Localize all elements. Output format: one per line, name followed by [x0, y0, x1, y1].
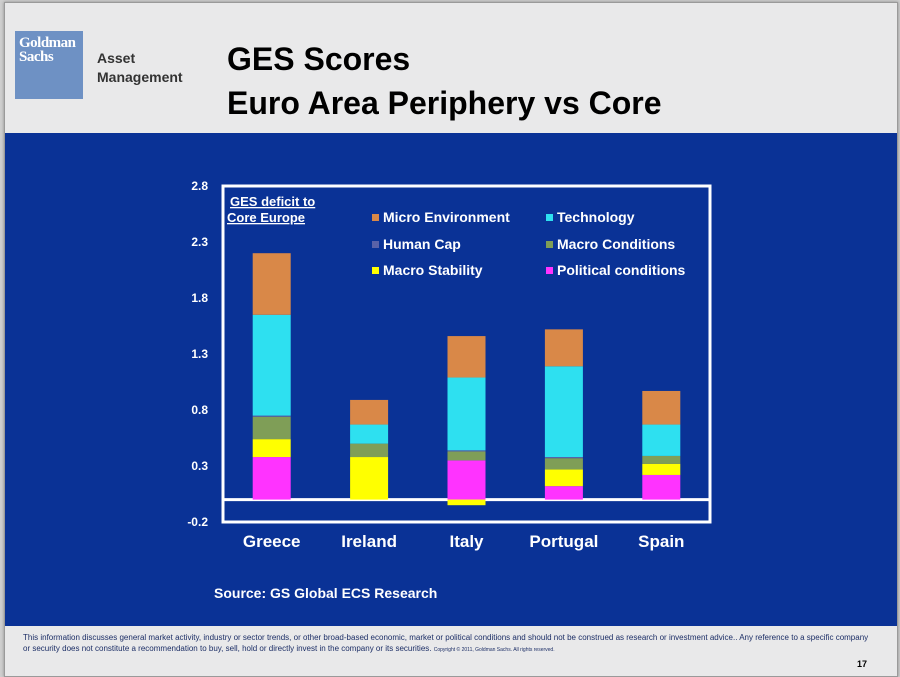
- bar-segment-greece-human-cap: [252, 415, 291, 417]
- goldman-sachs-logo: Goldman Sachs: [15, 31, 83, 99]
- bar-segment-spain-micro-environment: [642, 390, 681, 425]
- bar-segment-greece-micro-environment: [252, 253, 291, 315]
- bar-segment-italy-human-cap: [447, 450, 486, 452]
- bar-segment-italy-macro-conditions: [447, 451, 486, 461]
- bar-segment-greece-macro-conditions: [252, 416, 291, 440]
- stacked-bar-chart: 2.8 2.3 1.8 1.3 0.8 0.3 -0.2 Greece Ireland Italy…: [187, 179, 712, 551]
- legend-swatch: [546, 267, 553, 274]
- legend-swatch: [372, 267, 379, 274]
- bar-segment-italy-micro-environment: [447, 336, 486, 378]
- bar-segment-ireland-micro-environment: [350, 399, 389, 425]
- legend-label: Political conditions: [557, 262, 686, 278]
- title-line-2: Euro Area Periphery vs Core: [227, 85, 662, 121]
- bar-segment-italy-political-conditions: [447, 460, 486, 500]
- legend-label: Micro Environment: [383, 209, 510, 225]
- slide: Goldman Sachs Asset Management GES Score…: [4, 2, 898, 677]
- y-tick-label: 0.3: [191, 459, 208, 473]
- copyright: Copyright © 2011, Goldman Sachs. All rig…: [433, 647, 555, 653]
- bar-segment-italy-technology: [447, 377, 486, 451]
- bar-segment-greece-macro-stability: [252, 439, 291, 458]
- y-tick-label: 2.8: [191, 179, 208, 193]
- bar-segment-portugal-macro-conditions: [544, 458, 583, 470]
- brand-name: Asset Management: [97, 49, 183, 87]
- legend-label: Technology: [557, 209, 635, 225]
- source-note: Source: GS Global ECS Research: [214, 585, 438, 601]
- bar-segment-portugal-micro-environment: [544, 329, 583, 367]
- plot-title-line-2: Core Europe: [227, 210, 305, 225]
- title-line-1: GES Scores: [227, 41, 411, 77]
- legend-swatch: [546, 214, 553, 221]
- bar-segment-greece-political-conditions: [252, 457, 291, 500]
- plot-frame: [221, 184, 712, 524]
- slide-title: GES Scores Euro Area Periphery vs Core: [227, 37, 662, 125]
- disclaimer: This information discusses general marke…: [23, 632, 893, 656]
- plot-title-line-1: GES deficit to: [230, 194, 315, 209]
- bar-segment-italy-macro-stability: [447, 499, 486, 506]
- disclaimer-line-2-text: or security does not constitute a recomm…: [23, 644, 432, 653]
- bar-segment-greece-technology: [252, 314, 291, 416]
- y-tick-label: 0.8: [191, 403, 208, 417]
- y-tick-label: 1.3: [191, 347, 208, 361]
- legend-swatch: [372, 214, 379, 221]
- x-tick-label: Ireland: [341, 532, 397, 551]
- logo-line-2: Sachs: [19, 49, 54, 65]
- disclaimer-line-1: This information discusses general marke…: [23, 633, 869, 642]
- logo-line-1: Goldman: [19, 35, 76, 51]
- chart-panel: 2.8 2.3 1.8 1.3 0.8 0.3 -0.2 Greece Ireland Italy…: [5, 133, 897, 626]
- y-tick-label: 1.8: [191, 291, 208, 305]
- bar-segment-spain-macro-stability: [642, 463, 681, 475]
- legend-swatch: [372, 241, 379, 248]
- legend-label: Macro Stability: [383, 262, 483, 278]
- bar-segment-portugal-macro-stability: [544, 469, 583, 487]
- page-number: 17: [856, 659, 867, 669]
- bar-segment-ireland-macro-conditions: [350, 443, 389, 458]
- legend-label: Human Cap: [383, 236, 461, 252]
- legend-swatch: [546, 241, 553, 248]
- brand-line-1: Asset: [97, 50, 136, 66]
- x-tick-label: Italy: [449, 532, 484, 551]
- bar-segment-spain-macro-conditions: [642, 455, 681, 464]
- brand-line-2: Management: [97, 69, 183, 85]
- bar-segment-portugal-political-conditions: [544, 486, 583, 500]
- bar-segment-portugal-technology: [544, 366, 583, 458]
- bar-segment-portugal-human-cap: [544, 457, 583, 459]
- y-tick-label: 2.3: [191, 235, 208, 249]
- disclaimer-line-2: or security does not constitute a recomm…: [23, 643, 893, 656]
- x-tick-label: Spain: [638, 532, 684, 551]
- x-tick-label: Portugal: [529, 532, 598, 551]
- x-tick-label: Greece: [243, 532, 301, 551]
- bar-segment-spain-political-conditions: [642, 474, 681, 500]
- y-tick-label: -0.2: [187, 515, 208, 529]
- bar-segment-ireland-technology: [350, 424, 389, 444]
- bar-segment-ireland-macro-stability: [350, 457, 389, 500]
- bar-segment-spain-technology: [642, 424, 681, 456]
- legend-label: Macro Conditions: [557, 236, 675, 252]
